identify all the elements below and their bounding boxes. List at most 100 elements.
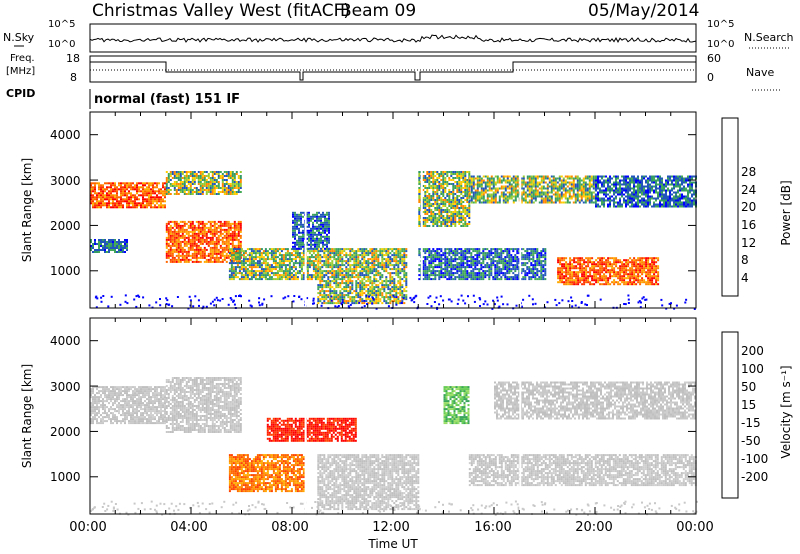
echo-cell (468, 221, 471, 223)
echo-cell (536, 268, 539, 271)
echo-cell (319, 258, 322, 261)
echo-cell (314, 247, 316, 250)
echo-cell (512, 177, 515, 180)
echo-cell (482, 278, 485, 281)
echo-cell (468, 187, 471, 189)
echo-cell (428, 187, 431, 189)
echo-cell (450, 183, 453, 185)
echo-cell (300, 225, 302, 228)
echo-cell (494, 276, 497, 279)
echo-cell (442, 203, 445, 205)
echo-cell (294, 211, 296, 214)
echo-cell (197, 171, 200, 173)
echo-cell (165, 189, 168, 191)
echo-cell (195, 187, 198, 189)
echo-cell (237, 234, 240, 237)
echo-cell (193, 236, 196, 239)
echo-cell (424, 221, 427, 223)
echo-cell (118, 202, 120, 205)
echo-cell (385, 270, 388, 273)
echo-cell (470, 260, 473, 263)
echo-cell (189, 175, 192, 177)
echo-cell (359, 280, 362, 283)
echo-cell (221, 254, 224, 257)
echo-cell (405, 276, 408, 279)
echo-cell (397, 280, 400, 283)
echo-cell (397, 274, 400, 277)
echo-cell (389, 284, 392, 287)
echo-cell (306, 225, 308, 228)
echo-cell (258, 266, 261, 269)
echo-cell (365, 266, 368, 269)
echo-cell (167, 191, 170, 193)
echo-cell (490, 250, 493, 253)
echo-cell (144, 206, 146, 209)
echo-cell (418, 175, 421, 177)
echo-cell (219, 187, 222, 189)
echo-cell (526, 252, 529, 255)
echo-cell (320, 237, 322, 240)
echo-cell (266, 250, 269, 253)
echo-cell (460, 262, 463, 265)
echo-cell (171, 185, 174, 187)
echo-cell (213, 189, 216, 191)
echo-cell (201, 240, 204, 243)
echo-cell (460, 256, 463, 259)
echo-cell (235, 234, 238, 237)
echo-cell (385, 268, 388, 271)
echo-cell (335, 286, 338, 289)
echo-cell (321, 256, 324, 259)
echo-cell (458, 252, 461, 255)
echo-cell (379, 262, 382, 265)
echo-cell (430, 272, 433, 275)
echo-cell (395, 302, 398, 305)
echo-cell (324, 231, 326, 234)
echo-cell (442, 187, 445, 189)
echo-cell (466, 213, 469, 215)
echo-cell (213, 193, 216, 195)
echo-cell (436, 203, 439, 205)
echo-cell (248, 266, 251, 269)
echo-cell (365, 290, 368, 293)
echo-cell (116, 192, 118, 195)
echo-cell (106, 198, 108, 201)
echo-cell (130, 186, 132, 189)
echo-cell (98, 251, 100, 253)
echo-cell (118, 200, 120, 203)
echo-cell (432, 177, 435, 179)
echo-cell (506, 191, 509, 194)
echo-cell (317, 260, 320, 263)
echo-cell (516, 195, 519, 198)
echo-cell (397, 286, 400, 289)
echo-cell (454, 201, 457, 203)
echo-cell (428, 215, 431, 217)
echo-cell (248, 260, 251, 263)
echo-cell (179, 254, 182, 257)
echo-cell (460, 205, 463, 207)
echo-cell (450, 213, 453, 215)
echo-cell (231, 234, 234, 237)
echo-cell (314, 241, 316, 244)
echo-cell (106, 202, 108, 205)
echo-cell (357, 258, 360, 261)
echo-cell (292, 276, 295, 279)
echo-cell (169, 244, 172, 247)
echo-cell (175, 240, 178, 243)
echo-cell (351, 250, 354, 253)
echo-cell (470, 256, 473, 259)
echo-cell (426, 187, 429, 189)
echo-cell (434, 258, 437, 261)
echo-cell (144, 194, 146, 197)
echo-cell (375, 290, 378, 293)
echo-cell (401, 294, 404, 297)
echo-cell (302, 211, 304, 214)
echo-cell (542, 274, 545, 277)
echo-cell (476, 197, 479, 200)
echo-cell (292, 215, 294, 218)
echo-cell (371, 282, 374, 285)
echo-cell (323, 292, 326, 295)
echo-cell (167, 187, 170, 189)
echo-cell (393, 296, 396, 299)
echo-cell (379, 264, 382, 267)
echo-cell (508, 191, 511, 194)
